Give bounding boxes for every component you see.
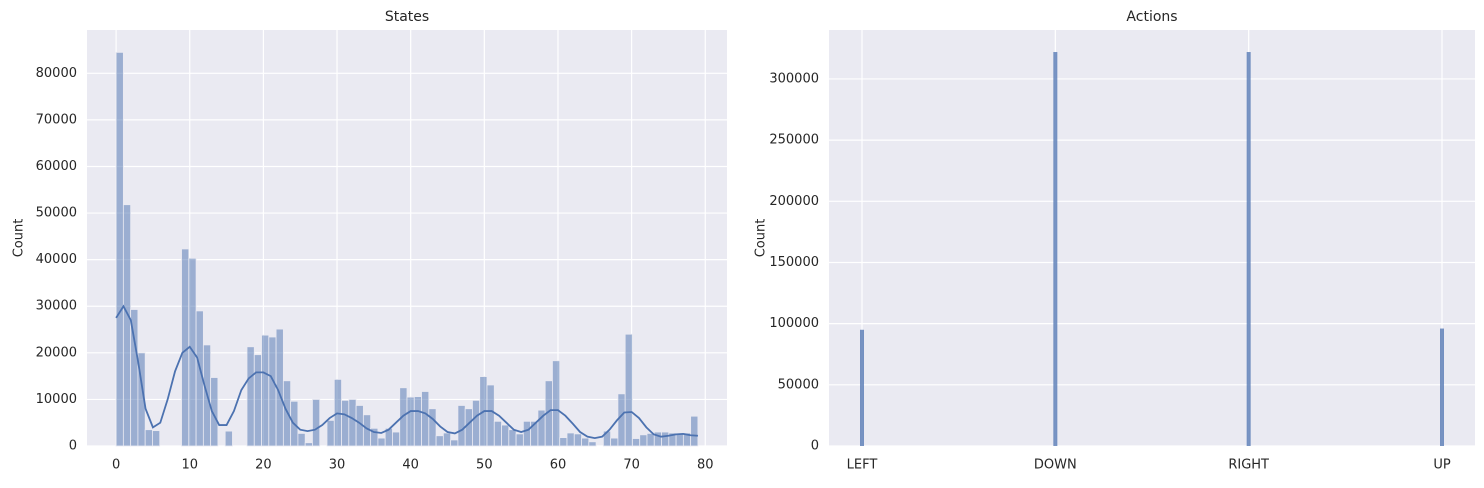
histogram-bar — [326, 419, 335, 447]
y-tick-label: 10000 — [36, 392, 77, 407]
x-tick-label: 20 — [255, 458, 272, 473]
x-tick-label: 60 — [550, 458, 567, 473]
histogram-bar — [348, 399, 357, 447]
y-tick-label: 40000 — [36, 252, 77, 267]
histogram-bar — [428, 408, 437, 447]
histogram-bar — [493, 420, 502, 447]
histogram-bar — [639, 434, 648, 447]
histogram-bar — [559, 437, 568, 447]
histogram-bar — [632, 438, 641, 447]
y-tick-label: 100000 — [769, 316, 819, 331]
histogram-bar — [137, 352, 146, 447]
histogram-bar — [573, 433, 582, 447]
y-tick-label: 50000 — [36, 206, 77, 221]
histogram-bar — [588, 441, 597, 447]
x-tick-label: DOWN — [1034, 458, 1077, 473]
histogram-bar — [304, 442, 313, 447]
histogram-bar — [566, 432, 575, 447]
histogram-bar — [406, 396, 415, 447]
bar — [1246, 52, 1251, 446]
histogram-bar — [450, 439, 459, 447]
histogram-bar — [508, 429, 517, 447]
histogram-bar — [617, 393, 626, 447]
histogram-bar — [442, 432, 452, 447]
histogram-bar — [246, 346, 255, 447]
histogram-bar — [552, 360, 561, 447]
histogram-bar — [675, 433, 684, 447]
x-tick-label: RIGHT — [1228, 458, 1269, 473]
bar — [1440, 328, 1444, 446]
bar — [1053, 52, 1058, 446]
histogram-bar — [646, 433, 655, 447]
y-tick-label: 80000 — [36, 66, 77, 81]
histogram-bar — [501, 424, 510, 447]
y-tick-label: 250000 — [769, 133, 819, 148]
histogram-bar — [486, 384, 495, 447]
x-tick-label: 50 — [476, 458, 493, 473]
y-tick-label: 30000 — [36, 299, 77, 314]
x-tick-label: 40 — [402, 458, 419, 473]
x-tick-label: UP — [1433, 458, 1451, 473]
histogram-bar — [610, 437, 619, 447]
y-tick-label: 300000 — [769, 71, 819, 86]
histogram-bar — [210, 377, 219, 447]
y-tick-label: 50000 — [778, 377, 819, 392]
histogram-bar — [413, 396, 422, 447]
histogram-bar — [624, 333, 633, 447]
histogram-bar — [522, 420, 532, 447]
histogram-bar — [253, 354, 262, 447]
chart-title: States — [385, 9, 429, 25]
x-tick-label: 80 — [697, 458, 714, 473]
kde-line — [115, 304, 698, 439]
histogram-bar — [435, 435, 444, 447]
x-tick-label: 30 — [329, 458, 346, 473]
y-tick-label: 150000 — [769, 255, 819, 270]
histogram-bar — [457, 405, 466, 447]
histogram-bar — [297, 433, 306, 447]
y-axis-label: Count — [12, 219, 27, 258]
x-tick-label: 10 — [181, 458, 198, 473]
plot-background — [829, 30, 1475, 446]
histogram-bar — [370, 427, 379, 447]
histogram-bar — [392, 431, 401, 447]
chart-title: Actions — [1126, 9, 1177, 25]
y-tick-label: 60000 — [36, 159, 77, 174]
histogram-bar — [312, 399, 321, 447]
histogram-bar — [152, 430, 161, 447]
x-tick-label: 70 — [623, 458, 640, 473]
histogram-bar — [661, 431, 670, 447]
y-tick-label: 20000 — [36, 345, 77, 360]
x-tick-label: 0 — [112, 458, 120, 473]
histogram-bar — [472, 399, 481, 447]
histogram-bar — [341, 399, 350, 447]
histogram-bar — [377, 437, 386, 447]
histogram-bar — [115, 51, 124, 447]
histogram-bar — [224, 430, 233, 447]
histogram-bar — [581, 437, 590, 447]
x-tick-label: LEFT — [847, 458, 878, 473]
histogram-bar — [268, 336, 277, 447]
histogram-bar — [464, 408, 473, 447]
histogram-bar — [144, 429, 153, 447]
histogram-bar — [690, 415, 699, 447]
bar — [860, 329, 864, 446]
histogram-bar — [122, 204, 132, 447]
y-axis-label: Count — [754, 219, 769, 258]
histogram-bar — [515, 433, 524, 447]
y-tick-label: 0 — [69, 439, 77, 454]
y-tick-label: 200000 — [769, 194, 819, 209]
histogram-bar — [421, 391, 430, 447]
histogram-bar — [261, 334, 270, 447]
y-tick-label: 0 — [811, 439, 819, 454]
y-tick-label: 70000 — [36, 112, 77, 127]
